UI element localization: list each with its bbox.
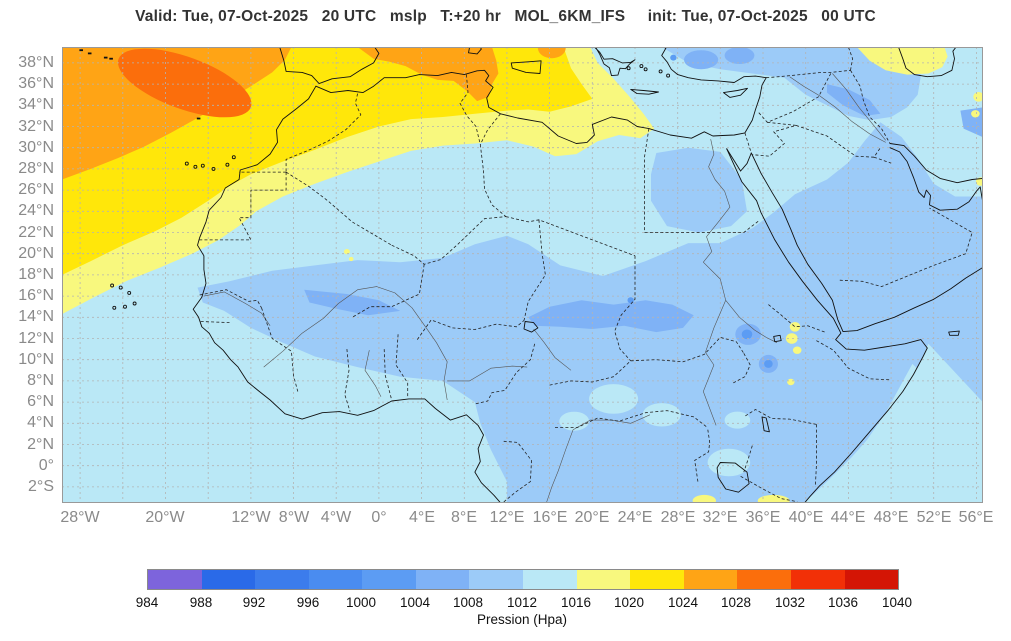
lat-tick-label: 24°N <box>18 202 54 219</box>
lat-tick-label: 38°N <box>18 54 54 71</box>
colorbar-tick-label: 988 <box>189 595 213 610</box>
colorbar-tick-label: 1028 <box>720 595 752 610</box>
lon-tick-label: 28°W <box>60 509 100 526</box>
colorbar-segment <box>201 570 256 589</box>
lon-tick-label: 4°W <box>320 509 352 526</box>
lon-tick-label: 12°E <box>489 509 525 526</box>
colorbar-segment <box>255 570 309 589</box>
lat-tick-label: 20°N <box>18 245 54 262</box>
lat-tick-label: 28°N <box>18 160 54 177</box>
lat-tick-label: 36°N <box>18 75 54 92</box>
lat-tick-label: 8°N <box>27 372 54 389</box>
lat-tick-label: 4°N <box>27 414 54 431</box>
colorbar-tick-label: 1024 <box>667 595 699 610</box>
lon-tick-label: 52°E <box>916 509 952 526</box>
colorbar-segment <box>576 570 631 589</box>
lon-tick-label: 48°E <box>873 509 909 526</box>
colorbar-segment <box>469 570 524 589</box>
lat-tick-label: 6°N <box>27 393 54 410</box>
colorbar-segment <box>683 570 738 589</box>
colorbar-segment <box>844 570 899 589</box>
colorbar-segment <box>790 570 845 589</box>
lat-tick-label: 14°N <box>18 308 54 325</box>
lon-tick-label: 16°E <box>532 509 568 526</box>
colorbar-tick-label: 992 <box>242 595 266 610</box>
lat-tick-label: 30°N <box>18 139 54 156</box>
colorbar-segment <box>148 570 202 589</box>
lon-tick-label: 20°E <box>574 509 610 526</box>
chart-title: Valid: Tue, 07-Oct-2025 20 UTC mslp T:+2… <box>135 8 876 25</box>
colorbar-segment <box>630 570 684 589</box>
colorbar-unit-label: Pression (Hpa) <box>476 612 568 627</box>
lon-tick-label: 20°W <box>145 509 185 526</box>
lon-tick-label: 40°E <box>788 509 824 526</box>
lat-tick-label: 18°N <box>18 266 54 283</box>
colorbar-segment <box>523 570 577 589</box>
lon-tick-label: 56°E <box>958 509 994 526</box>
colorbar-segment <box>737 570 791 589</box>
lon-tick-label: 32°E <box>702 509 738 526</box>
colorbar-tick-label: 1032 <box>774 595 806 610</box>
colorbar-segment <box>415 570 470 589</box>
lat-tick-label: 32°N <box>18 118 54 135</box>
lat-tick-label: 34°N <box>18 96 54 113</box>
colorbar-tick-label: 1040 <box>881 595 913 610</box>
lon-tick-label: 36°E <box>745 509 781 526</box>
colorbar-tick-label: 1016 <box>560 595 592 610</box>
lon-tick-label: 12°W <box>231 509 271 526</box>
lon-tick-label: 4°E <box>409 509 435 526</box>
lat-tick-label: 16°N <box>18 287 54 304</box>
lat-tick-label: 22°N <box>18 224 54 241</box>
colorbar-tick-label: 1020 <box>613 595 645 610</box>
colorbar-tick-label: 996 <box>296 595 320 610</box>
lat-tick-label: 2°N <box>27 436 54 453</box>
colorbar-tick-label: 1000 <box>345 595 377 610</box>
map-plot-area <box>62 47 983 503</box>
lon-tick-label: 28°E <box>660 509 696 526</box>
lat-tick-label: 12°N <box>18 330 54 347</box>
colorbar-tick-label: 1008 <box>452 595 484 610</box>
lat-tick-label: 26°N <box>18 181 54 198</box>
colorbar-tick-label: 1012 <box>506 595 538 610</box>
colorbar-tick-label: 1004 <box>399 595 431 610</box>
lon-tick-label: 24°E <box>617 509 653 526</box>
lon-tick-label: 8°E <box>451 509 477 526</box>
lat-tick-label: 0° <box>38 457 54 474</box>
lat-tick-label: 10°N <box>18 351 54 368</box>
colorbar-tick-label: 984 <box>135 595 159 610</box>
colorbar-segment <box>362 570 416 589</box>
colorbar-cells <box>147 569 899 590</box>
colorbar-tick-label: 1036 <box>827 595 859 610</box>
lat-tick-label: 2°S <box>28 478 54 495</box>
lon-tick-label: 44°E <box>830 509 866 526</box>
lon-tick-label: 8°W <box>278 509 310 526</box>
lon-tick-label: 0° <box>371 509 387 526</box>
colorbar-segment <box>308 570 363 589</box>
pressure-field-map <box>62 47 983 503</box>
